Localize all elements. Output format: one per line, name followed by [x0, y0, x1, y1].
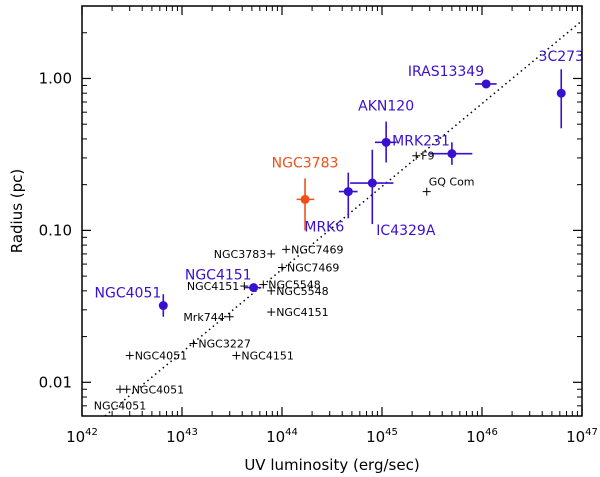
x-axis-title: UV luminosity (erg/sec): [244, 456, 419, 474]
x-tick-label: 1043: [166, 427, 198, 446]
label-ngc7469: NGC7469: [291, 243, 343, 256]
label-gq-com: GQ Com: [429, 176, 475, 189]
label-iras13349: IRAS13349: [408, 64, 484, 80]
point-mrk231: [447, 149, 457, 159]
point-3c273: [556, 88, 566, 98]
label-ngc3783: NGC3783: [214, 248, 266, 261]
x-tick-label: 1042: [66, 427, 98, 446]
y-tick-label: 0.01: [39, 373, 72, 391]
label-ngc4051: NGC4051: [94, 399, 146, 412]
y-tick-label: 1.00: [39, 69, 72, 87]
label-akn120: AKN120: [358, 98, 414, 114]
label-ngc4151: NGC4151: [276, 306, 328, 319]
point-mrk6: [343, 187, 353, 197]
label-ngc7469: NGC7469: [287, 261, 339, 274]
label-mrk6: MRK6: [304, 220, 344, 236]
fit-line: [104, 20, 583, 417]
point-ic4329a: [367, 178, 377, 188]
x-tick-label: 1047: [566, 427, 598, 446]
point-ngc4051: [158, 301, 168, 311]
x-tick-label: 1046: [466, 427, 498, 446]
label-ngc4151: NGC4151: [241, 350, 293, 363]
plot-frame: [81, 5, 583, 417]
label-ngc4051: NGC4051: [95, 286, 162, 302]
data-points-layer: NGC4051 NGC4151 MRK6 IC4329A AKN120 MRK231 IRA…: [94, 49, 584, 412]
label-3c273: 3C273: [539, 49, 584, 65]
point-ngc4151: [249, 283, 259, 293]
y-axis-title: Radius (pc): [8, 169, 26, 254]
label-mrk744: Mrk744: [183, 311, 224, 324]
label-ngc4051: NGC4051: [132, 383, 184, 396]
label-ngc4151: NGC4151: [187, 280, 239, 293]
x-tick-label: 1044: [266, 427, 298, 446]
axis-ticks-layer: 1042 1043 1044 1045 1046 1047 0.01 0.10 1.00: [39, 5, 598, 446]
label-ngc4051: NGC4051: [135, 350, 187, 363]
point-iras13349: [481, 79, 491, 89]
label-ngc3227: NGC3227: [198, 338, 250, 351]
point-ngc3783: [300, 194, 310, 204]
point-akn120: [381, 137, 391, 147]
fit-line-layer: [104, 20, 583, 417]
label-mrk231: MRK231: [392, 134, 450, 150]
y-tick-label: 0.10: [39, 221, 72, 239]
label-ic4329a: IC4329A: [376, 223, 436, 239]
label-ngc3783: NGC3783: [272, 155, 339, 171]
label-ngc4151: NGC4151: [185, 268, 252, 284]
label-ngc5548: NGC5548: [268, 279, 320, 292]
label-ngc5548: NGC5548: [276, 285, 328, 298]
label-f9: F9: [421, 150, 434, 163]
x-tick-label: 1045: [366, 427, 398, 446]
